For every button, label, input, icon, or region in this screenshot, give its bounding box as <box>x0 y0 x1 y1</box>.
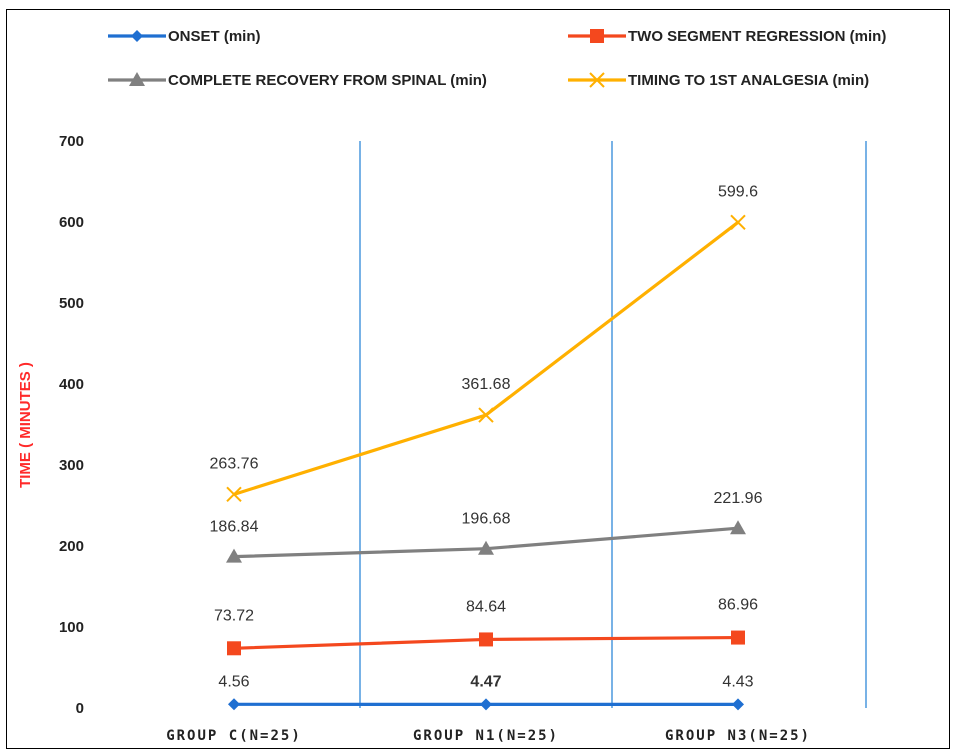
x-category-label: GROUP C(N=25) <box>166 728 302 742</box>
point-marker <box>479 632 493 646</box>
point-marker <box>227 641 241 655</box>
data-label: 196.68 <box>462 511 511 528</box>
y-axis-label: TIME ( MINUTES ) <box>17 362 34 488</box>
data-label: 73.72 <box>214 607 254 624</box>
data-labels: 4.56 4.47 4.43 73.72 84.64 86.96 186.84 196.68 2… <box>210 183 763 690</box>
data-label: 86.96 <box>718 597 758 614</box>
data-label: 263.76 <box>210 455 259 472</box>
legend-item: COMPLETE RECOVERY FROM SPINAL (min) <box>108 72 487 89</box>
data-label: 84.64 <box>466 598 506 615</box>
point-marker <box>228 698 240 710</box>
data-label: 186.84 <box>210 519 259 536</box>
data-label: 4.56 <box>218 673 249 690</box>
point-marker <box>480 698 492 710</box>
y-tick-label: 700 <box>59 133 84 150</box>
legend-label: TWO SEGMENT REGRESSION (min) <box>628 28 886 45</box>
point-marker <box>731 631 745 645</box>
y-tick-label: 100 <box>59 619 84 636</box>
legend-label: COMPLETE RECOVERY FROM SPINAL (min) <box>168 72 487 89</box>
gridlines <box>360 141 866 708</box>
legend-label: ONSET (min) <box>168 28 261 45</box>
x-category-label: GROUP N3(N=25) <box>665 728 811 742</box>
y-tick-label: 0 <box>76 700 84 717</box>
legend-label: TIMING TO 1ST ANALGESIA (min) <box>628 72 869 89</box>
legend-marker <box>590 29 604 43</box>
y-tick-label: 300 <box>59 457 84 474</box>
x-category-label: GROUP N1(N=25) <box>413 728 559 742</box>
data-label: 4.47 <box>470 673 501 690</box>
y-tick-label: 400 <box>59 376 84 393</box>
point-marker <box>732 698 744 710</box>
legend: ONSET (min) TWO SEGMENT REGRESSION (min) C… <box>108 28 886 89</box>
data-label: 4.43 <box>722 673 753 690</box>
data-label: 221.96 <box>714 490 763 507</box>
y-tick-label: 500 <box>59 295 84 312</box>
y-tick-label: 600 <box>59 214 84 231</box>
data-label: 599.6 <box>718 183 758 200</box>
point-marker <box>731 215 745 229</box>
legend-item: TWO SEGMENT REGRESSION (min) <box>568 28 886 45</box>
data-label: 361.68 <box>462 376 511 393</box>
legend-item: ONSET (min) <box>108 28 261 45</box>
series-lines <box>234 222 738 704</box>
series-markers <box>226 215 746 710</box>
series-line-3 <box>234 222 738 494</box>
legend-item: TIMING TO 1ST ANALGESIA (min) <box>568 72 869 89</box>
legend-marker <box>131 30 143 42</box>
y-tick-label: 200 <box>59 538 84 555</box>
